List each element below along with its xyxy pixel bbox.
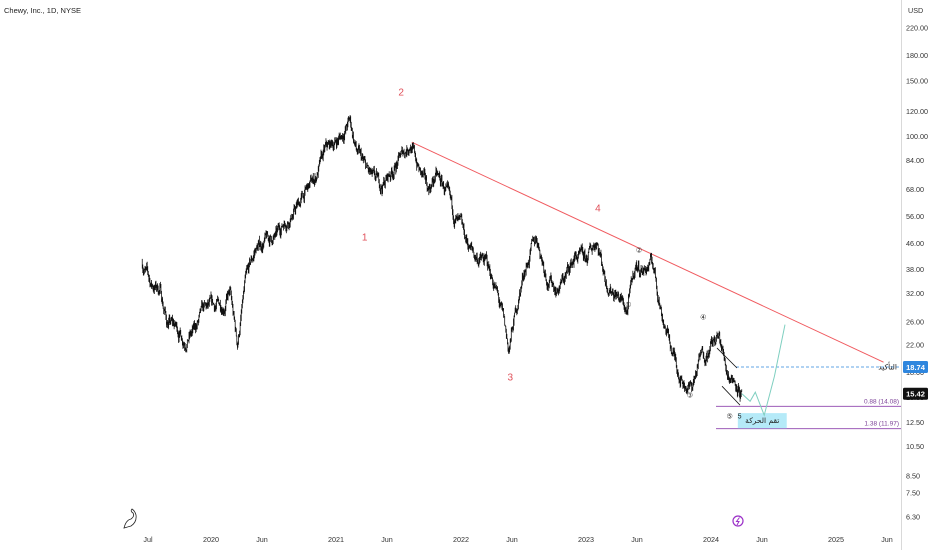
y-tick-label: 6.30 [906,512,920,521]
y-tick-label: 56.00 [906,212,924,221]
y-tick-label: 150.00 [906,76,928,85]
wave-label: ② [636,247,642,255]
chart-header: Chewy, Inc., 1D, NYSE [4,6,81,15]
y-tick-label: 84.00 [906,156,924,165]
price-badge [903,387,928,400]
price-badge-text: 15.42 [906,390,925,399]
x-tick-label: 2020 [203,535,219,544]
y-axis: 220.00 180.00 150.00 120.00 100.00 84.00 68.00… [906,24,928,522]
y-tick-label: 220.00 [906,24,928,33]
x-tick-label: 2024 [703,535,719,544]
wave-label: 1 [362,232,368,243]
wave-label: 3 [508,372,514,383]
y-tick-label: 8.50 [906,471,920,480]
x-tick-label: Jun [506,535,518,544]
y-tick-label: 46.00 [906,239,924,248]
overlay-layer: التأكيد 0.88 (14.08) 1.38 (11.97) تقم الحرك… [716,324,901,430]
x-tick-label: Jun [756,535,768,544]
x-tick-label: 2022 [453,535,469,544]
lightning-bolt-glyph [735,517,740,526]
y-tick-label: 180.00 [906,51,928,60]
x-tick-label: 2021 [328,535,344,544]
wave-label: 4 [595,204,601,215]
y-tick-label: 7.50 [906,488,920,497]
resistance-trendline [411,141,884,363]
x-tick-label: Jul [143,535,153,544]
wedge-lower-line [721,385,741,406]
symbol-title: Chewy, Inc., 1D, NYSE [4,6,81,15]
wave-label: 5 [738,413,742,420]
y-tick-label: 68.00 [906,185,924,194]
wave-label: ① [625,301,631,309]
target-zone-label: تقم الحركة [745,416,779,425]
x-tick-label: Jun [256,535,268,544]
x-tick-label: 2025 [828,535,844,544]
lightning-icon [732,515,744,527]
y-tick-label: 100.00 [906,132,928,141]
price-series-layer [141,115,743,402]
confirm-label: التأكيد [878,361,897,371]
fib-level-label: 0.88 (14.08) [864,398,899,405]
x-tick-label: Jun [381,535,393,544]
wave-label-layer: 2 1 3 4 ② ① ④ ③ ⑤ 5 [362,87,742,420]
y-tick-label: 26.00 [906,317,924,326]
x-tick-label: Jun [881,535,893,544]
y-tick-label: 10.50 [906,442,924,451]
wave-label: ④ [700,313,706,321]
trendline-layer [411,141,884,363]
projection-path [741,324,786,417]
x-tick-label: Jun [631,535,643,544]
y-tick-label: 12.50 [906,418,924,427]
y-tick-label: 120.00 [906,107,928,116]
currency-label: USD [908,6,923,15]
y-tick-label: 22.00 [906,340,924,349]
wave-label: 2 [398,87,404,98]
wave-label: ③ [687,392,693,400]
price-badge-text: 18.74 [906,363,926,372]
price-badges: 18.74 15.42 [903,360,928,400]
wedge-upper-line [716,347,738,369]
x-tick-label: 2023 [578,535,594,544]
price-badge [903,360,928,373]
target-zone-box [737,413,787,429]
chart-icons [123,508,744,529]
wave-label: ⑤ [726,412,732,420]
y-tick-label: 32.00 [906,289,924,298]
fib-level-label: 1.38 (11.97) [864,421,899,428]
author-avatar-icon [123,508,137,529]
x-axis: Jul 2020 Jun 2021 Jun 2022 Jun 2023 Jun 2024 Jun 20… [143,535,892,544]
price-axis-panel[interactable] [901,0,932,550]
y-tick-label: 38.00 [906,265,924,274]
price-bars [141,115,743,402]
